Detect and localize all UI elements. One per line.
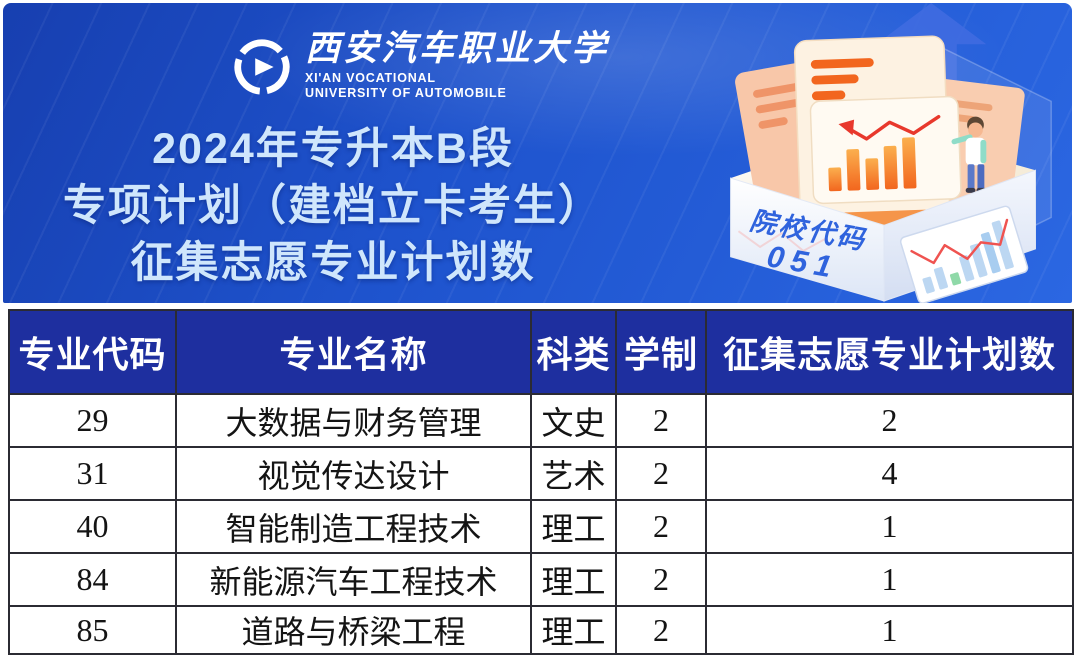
cell-study-length: 2 [615,605,707,655]
cell-major-name: 道路与桥梁工程 [175,605,532,655]
cell-major-name: 新能源汽车工程技术 [175,552,532,607]
cell-major-code: 85 [8,605,177,655]
cell-major-name: 视觉传达设计 [175,446,532,501]
university-name-cn: 西安汽车职业大学 [305,29,610,68]
cell-plan-count: 1 [705,552,1074,607]
cell-subject-category: 艺术 [530,446,617,501]
person-figure [951,116,987,193]
cell-study-length: 2 [615,499,707,554]
bar-chart-icon [809,95,962,205]
cell-major-name: 智能制造工程技术 [175,499,532,554]
cell-plan-count: 1 [705,605,1074,655]
cell-subject-category: 理工 [530,552,617,607]
cell-major-code: 29 [8,393,177,448]
banner-illustration: 院校代码 051 [730,3,1052,303]
plan-table: 专业代码 专业名称 科类 学制 征集志愿专业计划数 29 大数据与财务管理 文史… [8,309,1074,655]
banner: 西安汽车职业大学 XI'AN VOCATIONAL UNIVERSITY OF … [3,3,1072,303]
cell-subject-category: 理工 [530,499,617,554]
university-name-en-line1: XI'AN VOCATIONAL [305,70,436,85]
header-subject-category: 科类 [530,309,617,395]
banner-title-line3: 征集志愿专业计划数 [130,239,536,288]
cell-subject-category: 理工 [530,605,617,655]
line-chart-icon [899,205,1029,303]
university-logo-icon [234,38,290,95]
cell-plan-count: 2 [705,393,1074,448]
cell-major-code: 84 [8,552,177,607]
cell-study-length: 2 [615,446,707,501]
table-row: 29 大数据与财务管理 文史 2 2 [8,393,1074,448]
cell-plan-count: 1 [705,499,1074,554]
banner-title-line2: 专项计划（建档立卡考生） [63,182,603,231]
cell-major-code: 40 [8,499,177,554]
cell-major-code: 31 [8,446,177,501]
university-name-en: XI'AN VOCATIONAL UNIVERSITY OF AUTOMOBIL… [305,71,609,102]
table-row: 84 新能源汽车工程技术 理工 2 1 [8,552,1074,607]
cell-major-name: 大数据与财务管理 [175,393,532,448]
cell-plan-count: 4 [705,446,1074,501]
header-study-length: 学制 [615,309,707,395]
banner-title: 2024年专升本B段 专项计划（建档立卡考生） 征集志愿专业计划数 [3,121,663,293]
cell-study-length: 2 [615,393,707,448]
table-row: 85 道路与桥梁工程 理工 2 1 [8,605,1074,655]
table-header-row: 专业代码 专业名称 科类 学制 征集志愿专业计划数 [8,309,1074,395]
header-plan-count: 征集志愿专业计划数 [705,309,1074,395]
header-major-name: 专业名称 [175,309,532,395]
table-row: 31 视觉传达设计 艺术 2 4 [8,446,1074,501]
cell-subject-category: 文史 [530,393,617,448]
table-row: 40 智能制造工程技术 理工 2 1 [8,499,1074,554]
university-name-en-line2: UNIVERSITY OF AUTOMOBILE [305,86,507,101]
cell-study-length: 2 [615,552,707,607]
plan-table-section: 专业代码 专业名称 科类 学制 征集志愿专业计划数 29 大数据与财务管理 文史… [8,309,1074,655]
header-major-code: 专业代码 [8,309,177,395]
banner-title-line1: 2024年专升本B段 [152,125,514,173]
university-logo: 西安汽车职业大学 XI'AN VOCATIONAL UNIVERSITY OF … [231,29,610,102]
university-name-block: 西安汽车职业大学 XI'AN VOCATIONAL UNIVERSITY OF … [305,29,610,102]
